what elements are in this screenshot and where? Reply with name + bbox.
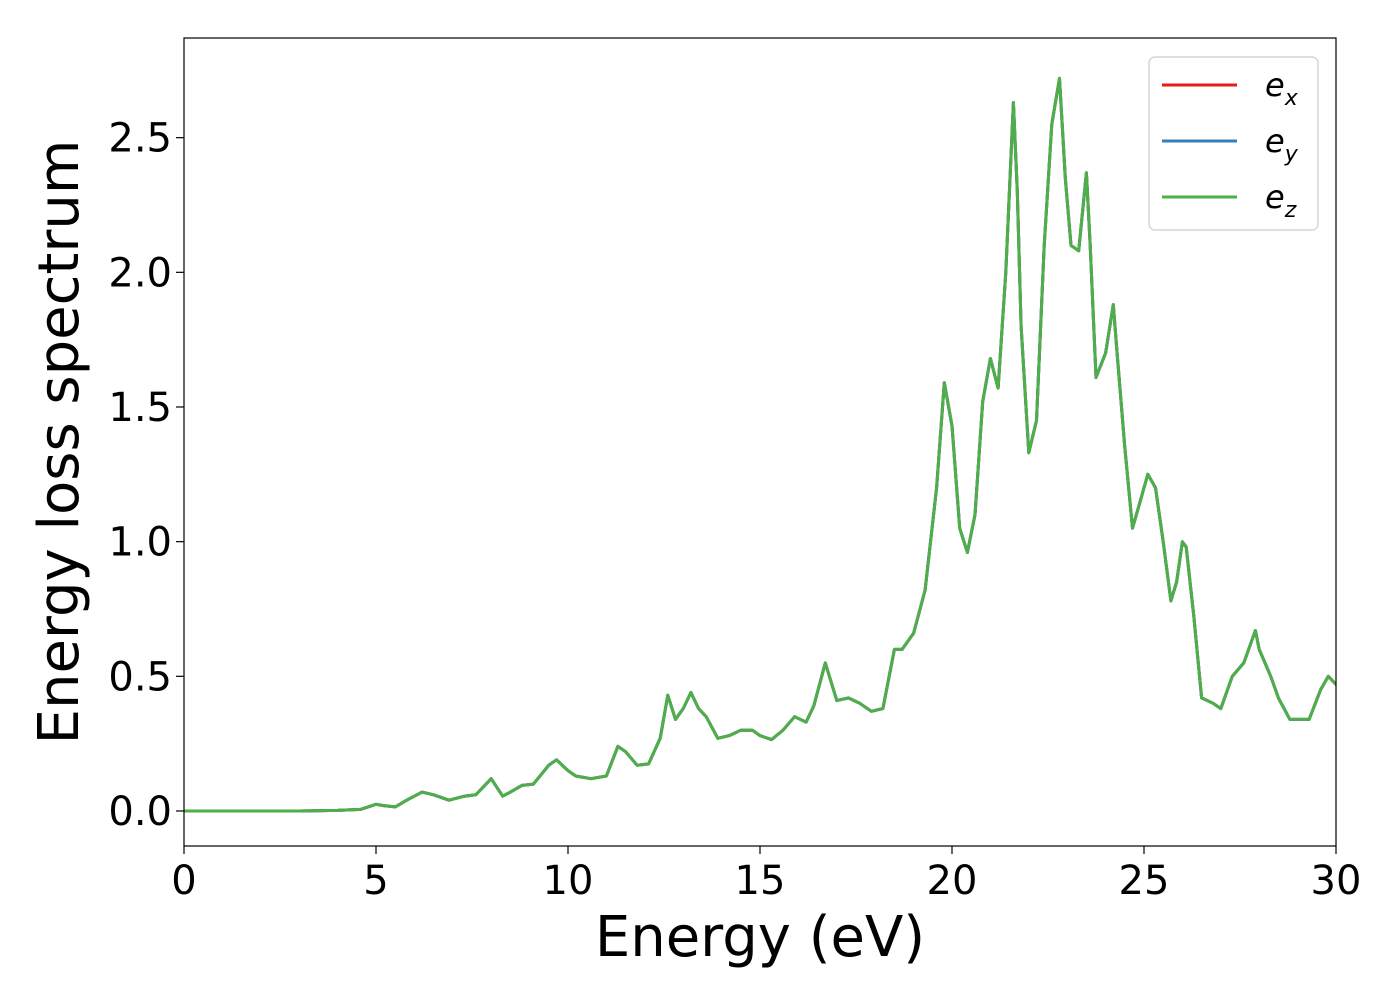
y-tick-label: 0.0 bbox=[108, 789, 172, 835]
y-tick-label: 2.0 bbox=[108, 250, 172, 296]
legend: ex ey ez bbox=[1148, 56, 1319, 231]
x-tick-label: 10 bbox=[543, 858, 594, 904]
y-tick-label: 0.5 bbox=[108, 654, 172, 700]
y-tick-label: 2.5 bbox=[108, 116, 172, 162]
x-axis: 0 5 10 15 20 25 30 bbox=[171, 846, 1361, 904]
x-tick-label: 5 bbox=[363, 858, 388, 904]
legend-label-e-x: ex bbox=[1265, 66, 1299, 111]
x-tick-label: 30 bbox=[1311, 858, 1362, 904]
x-tick-label: 20 bbox=[927, 858, 978, 904]
series-line-e-z bbox=[184, 76, 1336, 813]
x-tick-label: 15 bbox=[735, 858, 786, 904]
legend-box bbox=[1148, 56, 1319, 231]
y-axis: 0.0 0.5 1.0 1.5 2.0 2.5 bbox=[108, 116, 184, 835]
x-tick-label: 25 bbox=[1119, 858, 1170, 904]
series-layer bbox=[184, 76, 1336, 813]
legend-label-e-y: ey bbox=[1265, 122, 1299, 167]
y-axis-title: Energy loss spectrum bbox=[27, 140, 92, 745]
x-tick-label: 0 bbox=[171, 858, 196, 904]
legend-label-e-z: ez bbox=[1265, 178, 1297, 223]
y-tick-label: 1.5 bbox=[108, 385, 172, 431]
x-axis-title: Energy (eV) bbox=[595, 905, 925, 970]
y-tick-label: 1.0 bbox=[108, 520, 172, 566]
